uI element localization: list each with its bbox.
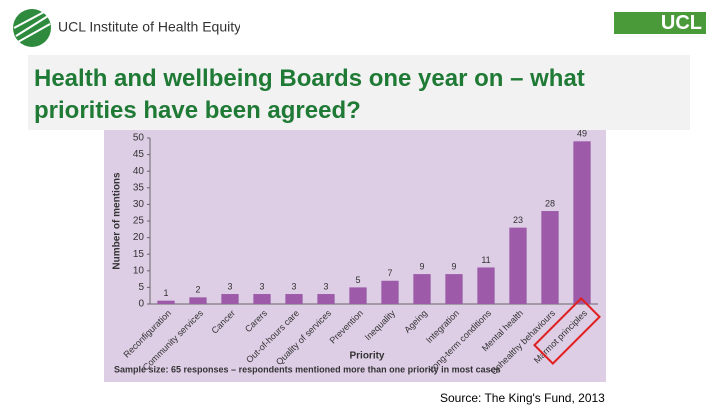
bar: [317, 294, 335, 304]
value-label: 49: [577, 129, 587, 139]
chart-background: [104, 124, 606, 382]
y-tick-label: 45: [133, 149, 145, 160]
bar: [477, 267, 495, 304]
value-label: 11: [481, 255, 490, 265]
bar: [381, 280, 399, 304]
y-tick-label: 35: [133, 182, 145, 193]
y-tick-label: 5: [138, 282, 144, 293]
value-label: 3: [291, 281, 296, 291]
value-label: 23: [513, 215, 523, 225]
y-tick-label: 50: [133, 133, 145, 144]
note: Sample size: 65 responses – respondents …: [114, 364, 501, 374]
bar: [221, 294, 239, 304]
bar: [413, 274, 431, 304]
value-label: 3: [259, 281, 264, 291]
bar: [445, 274, 463, 304]
highlight-box: [533, 297, 601, 365]
source: Source: The King's Fund, 2013: [440, 391, 605, 405]
bar: [253, 294, 271, 304]
value-label: 5: [355, 275, 360, 285]
value-label: 2: [195, 285, 200, 295]
logo-text: UCL Institute of Health Equity: [58, 19, 240, 35]
y-tick-label: 30: [133, 199, 145, 210]
y-tick-label: 40: [133, 166, 145, 177]
bar: [349, 287, 367, 304]
logo: UCL Institute of Health Equity: [13, 9, 240, 47]
slide-title: Health and wellbeing Boards one year on …: [28, 55, 690, 130]
bar: [573, 141, 591, 304]
value-label: 9: [419, 261, 424, 271]
ucl-logo: UCL: [614, 12, 706, 34]
y-tick-label: 20: [133, 232, 145, 243]
y-tick-label: 10: [133, 265, 145, 276]
value-label: 9: [451, 261, 456, 271]
x-axis-label: Priority: [349, 351, 384, 362]
value-label: 3: [323, 281, 328, 291]
bar: [541, 211, 559, 304]
y-axis-label: Number of mentions: [112, 172, 123, 270]
y-tick-label: 25: [133, 216, 145, 227]
value-label: 7: [387, 268, 392, 278]
bar: [509, 227, 527, 304]
value-label: 3: [227, 281, 232, 291]
bar: [285, 294, 303, 304]
value-label: 1: [163, 288, 168, 298]
bar: [189, 297, 207, 304]
y-tick-label: 15: [133, 249, 145, 260]
value-label: 28: [545, 198, 555, 208]
bar: [157, 300, 175, 304]
y-tick-label: 0: [138, 299, 144, 310]
